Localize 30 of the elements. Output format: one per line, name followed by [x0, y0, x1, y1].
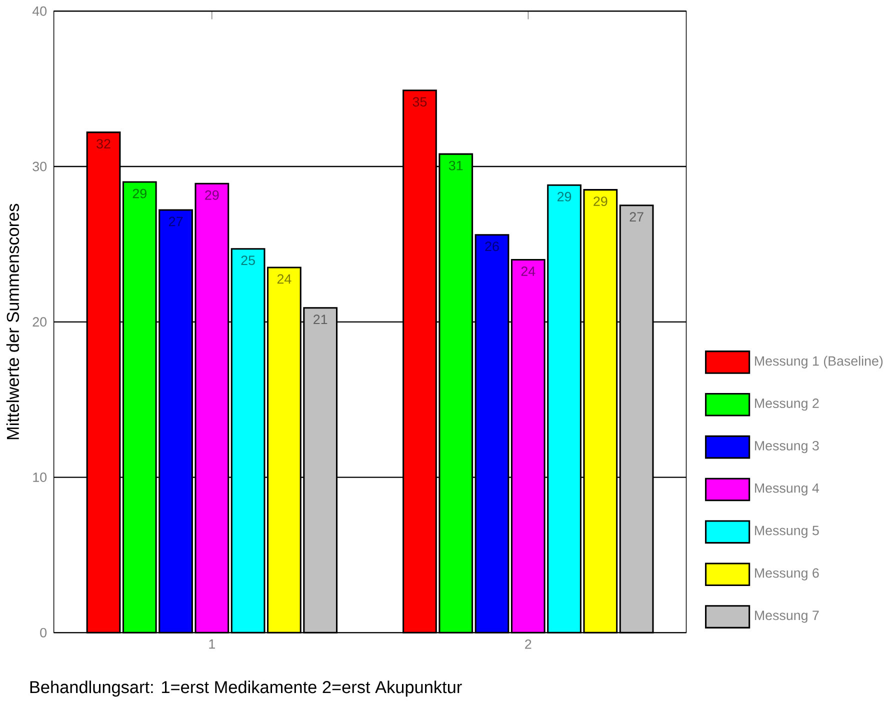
- data-label: 27: [168, 216, 183, 226]
- data-label: 35: [412, 97, 427, 107]
- legend-label: Messung 2: [755, 398, 819, 411]
- data-label: 21: [314, 314, 328, 324]
- x-tick-label: 2: [525, 639, 532, 649]
- x-tick-label: 1: [209, 639, 215, 649]
- legend-label: Messung 4: [755, 483, 820, 496]
- legend-label: Messung 7: [755, 610, 819, 623]
- data-label: 29: [132, 188, 146, 198]
- data-label: 24: [521, 266, 536, 276]
- data-label: 26: [485, 242, 499, 252]
- legend-label: Messung 1 (Baseline): [755, 356, 883, 368]
- data-label: 27: [630, 212, 644, 222]
- y-tick-label: 30: [32, 162, 47, 172]
- legend-label: Messung 6: [755, 568, 819, 580]
- y-axis-title: Mittelwerte der Summenscores: [6, 204, 20, 440]
- y-tick-label: 10: [33, 472, 47, 482]
- legend-label: Messung 3: [755, 440, 819, 454]
- y-tick-label: 40: [32, 6, 47, 16]
- data-label: 32: [96, 139, 110, 149]
- data-label: 29: [594, 196, 608, 206]
- data-label: 25: [241, 256, 255, 266]
- y-tick-label: 0: [40, 628, 47, 638]
- data-label: 29: [557, 192, 572, 202]
- data-label: 29: [205, 190, 219, 200]
- x-axis-title: Behandlungsart: 1=erst Medikamente 2=erst Akupunktur: [30, 680, 462, 697]
- y-tick-label: 20: [32, 317, 47, 327]
- data-label: 31: [448, 160, 463, 170]
- legend-label: Messung 5: [755, 526, 819, 538]
- data-label: 24: [277, 274, 292, 284]
